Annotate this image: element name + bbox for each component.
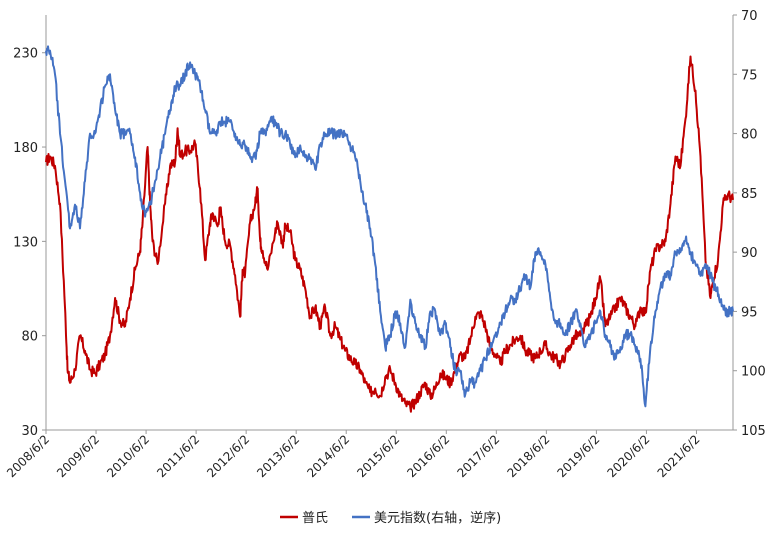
right-tick-label: 105 <box>741 424 766 439</box>
x-tick-label: 2015/6/2 <box>354 432 402 480</box>
x-tick-label: 2016/6/2 <box>404 432 452 480</box>
left-tick-label: 180 <box>13 141 38 156</box>
legend-label: 美元指数(右轴，逆序) <box>374 510 501 526</box>
right-axis-ticks: 70 75 80 85 90 95 100 105 <box>733 9 766 439</box>
x-tick-label: 2008/6/2 <box>4 432 52 480</box>
x-tick-label: 2020/6/2 <box>605 432 653 480</box>
series-line-dollar-index <box>45 45 734 408</box>
legend: 普氏 美元指数(右轴，逆序) <box>280 510 501 526</box>
right-tick-label: 90 <box>741 246 758 261</box>
left-tick-label: 230 <box>13 47 38 62</box>
x-tick-label: 2009/6/2 <box>54 432 102 480</box>
x-tick-label: 2018/6/2 <box>504 432 552 480</box>
x-tick-label: 2010/6/2 <box>104 432 152 480</box>
left-tick-label: 130 <box>13 235 38 250</box>
right-tick-label: 100 <box>741 365 766 380</box>
x-tick-label: 2012/6/2 <box>204 432 252 480</box>
right-tick-label: 95 <box>741 305 758 320</box>
left-tick-label: 80 <box>21 330 38 345</box>
axes <box>45 15 734 431</box>
legend-label: 普氏 <box>302 511 328 526</box>
x-tick-label: 2011/6/2 <box>154 432 202 480</box>
right-tick-label: 80 <box>741 128 758 143</box>
right-tick-label: 70 <box>741 9 758 24</box>
right-tick-label: 85 <box>741 187 758 202</box>
x-tick-label: 2017/6/2 <box>454 432 502 480</box>
x-tick-label: 2021/6/2 <box>655 432 703 480</box>
left-tick-label: 30 <box>21 424 38 439</box>
x-tick-label: 2014/6/2 <box>304 432 352 480</box>
series-line-platts <box>45 55 734 413</box>
right-tick-label: 75 <box>741 68 758 83</box>
x-tick-label: 2013/6/2 <box>254 432 302 480</box>
x-tick-label: 2019/6/2 <box>555 432 603 480</box>
x-axis-ticks: 2008/6/2 2009/6/2 2010/6/2 2011/6/2 2012/6/2… <box>4 430 703 480</box>
series-layer <box>45 45 734 413</box>
left-axis-ticks: 30 80 130 180 230 <box>13 47 46 439</box>
